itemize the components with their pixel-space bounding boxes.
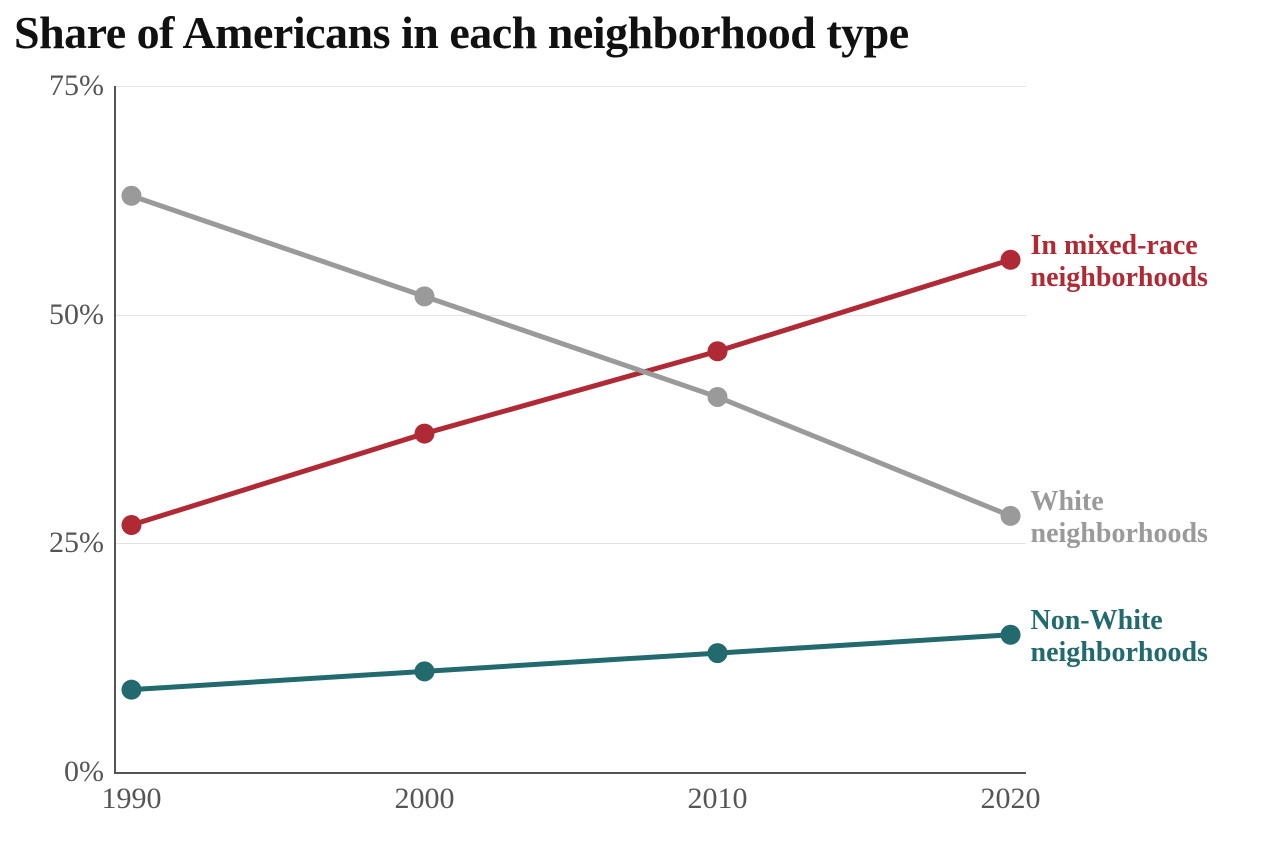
series-marker-mixed bbox=[1001, 250, 1021, 270]
series-label-white: Whiteneighborhoods bbox=[1031, 486, 1208, 550]
y-tick-label: 0% bbox=[64, 755, 104, 789]
series-line-nonwhite bbox=[131, 635, 1010, 690]
series-marker-nonwhite bbox=[708, 643, 728, 663]
series-marker-white bbox=[121, 186, 141, 206]
x-tick-label: 2020 bbox=[981, 782, 1041, 816]
chart-plot-area: 0%25%50%75%1990200020102020In mixed-race… bbox=[116, 86, 1026, 772]
series-marker-white bbox=[414, 286, 434, 306]
chart-container: Share of Americans in each neighborhood … bbox=[0, 0, 1280, 854]
x-axis-line bbox=[116, 772, 1026, 774]
chart-title: Share of Americans in each neighborhood … bbox=[14, 6, 909, 59]
series-marker-nonwhite bbox=[1001, 625, 1021, 645]
y-tick-label: 50% bbox=[49, 298, 104, 332]
series-marker-mixed bbox=[708, 341, 728, 361]
series-marker-nonwhite bbox=[414, 661, 434, 681]
series-marker-nonwhite bbox=[121, 680, 141, 700]
x-tick-label: 2010 bbox=[688, 782, 748, 816]
series-marker-white bbox=[708, 387, 728, 407]
series-line-mixed bbox=[131, 260, 1010, 525]
y-tick-label: 25% bbox=[49, 526, 104, 560]
series-label-mixed: In mixed-raceneighborhoods bbox=[1031, 230, 1208, 294]
x-tick-label: 2000 bbox=[394, 782, 454, 816]
series-marker-white bbox=[1001, 506, 1021, 526]
series-marker-mixed bbox=[414, 424, 434, 444]
series-label-nonwhite: Non-Whiteneighborhoods bbox=[1031, 605, 1208, 669]
plot-svg bbox=[116, 86, 1026, 772]
series-line-white bbox=[131, 196, 1010, 516]
y-tick-label: 75% bbox=[49, 69, 104, 103]
x-tick-label: 1990 bbox=[101, 782, 161, 816]
series-marker-mixed bbox=[121, 515, 141, 535]
